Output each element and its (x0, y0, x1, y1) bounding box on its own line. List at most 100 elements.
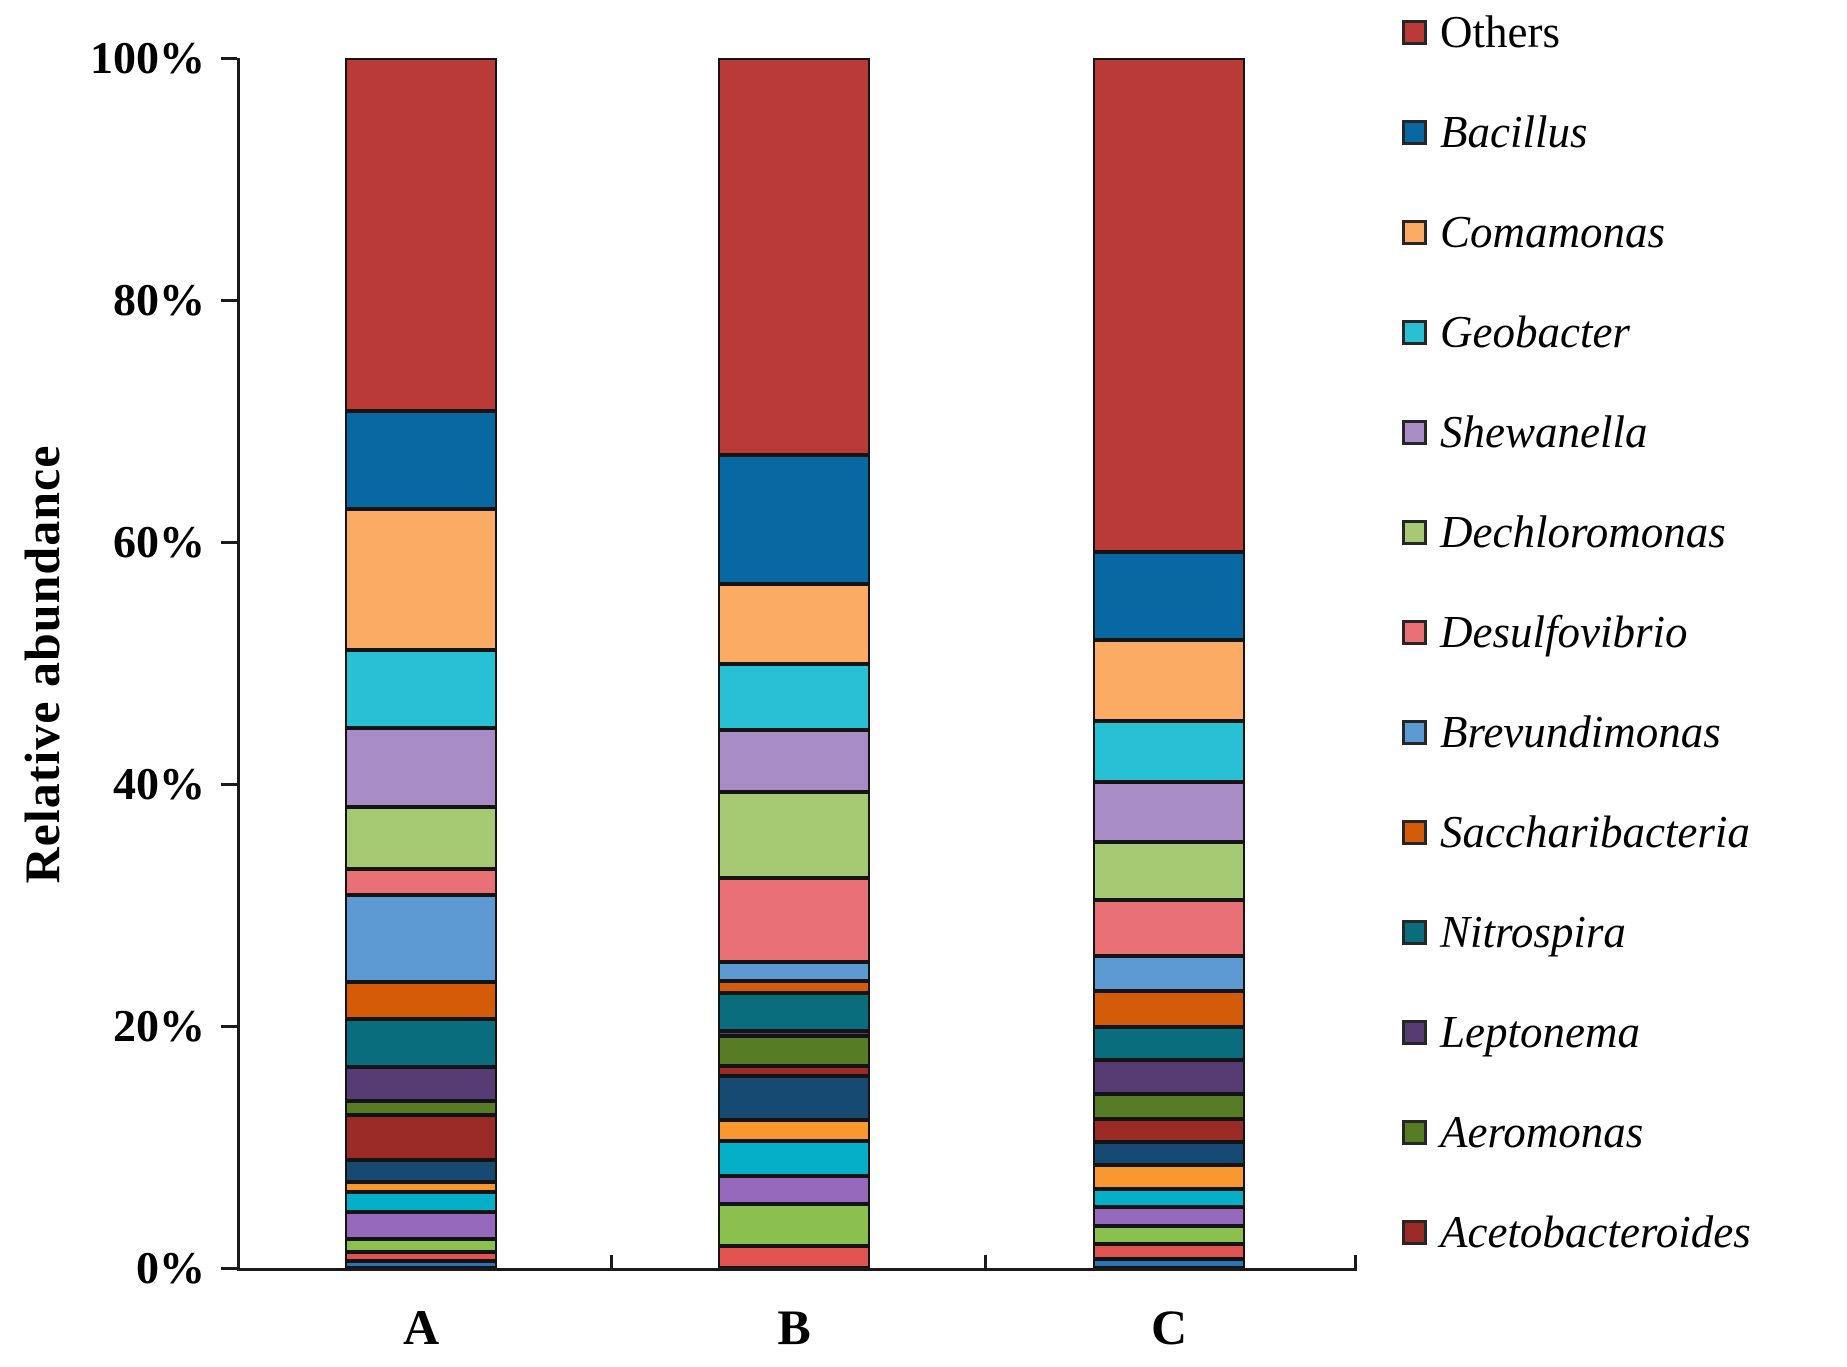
bar-segment-others (718, 58, 870, 455)
legend-item-shewanella: Shewanella (1402, 406, 1647, 458)
bar-segment-m-red (1093, 1243, 1245, 1260)
legend-label-comamonas: Comamonas (1440, 207, 1666, 257)
bar-segment-nitrospira (345, 1018, 497, 1068)
legend-item-bacillus: Bacillus (1402, 106, 1587, 158)
legend-label-geobacter: Geobacter (1440, 307, 1630, 357)
stacked-bar-a (345, 58, 497, 1268)
x-axis-category-label-a: A (402, 1299, 440, 1355)
bar-segment-m-blue (345, 1260, 497, 1268)
bar-segment-geobacter (718, 664, 870, 730)
bar-segment-bacillus (1093, 551, 1245, 640)
legend-label-brevundimonas: Brevundimonas (1440, 707, 1721, 757)
bar-segment-m-blue (1093, 1259, 1245, 1268)
legend-item-aeromonas: Aeromonas (1402, 1106, 1643, 1158)
legend-swatch-geobacter (1402, 319, 1427, 345)
bar-segment-m-green (1093, 1225, 1245, 1244)
y-axis-tick-label: 0% (136, 1242, 205, 1293)
legend-swatch-shewanella (1402, 419, 1427, 445)
legend-swatch-brevundimonas (1402, 719, 1427, 745)
legend-label-dechloromonas: Dechloromonas (1440, 507, 1726, 557)
bar-segment-m-orange (1093, 1165, 1245, 1190)
legend-swatch-desulfovibrio (1402, 619, 1427, 645)
bar-segment-m-purple (345, 1212, 497, 1239)
legend-label-others: Others (1440, 7, 1560, 57)
legend-item-desulfovibrio: Desulfovibrio (1402, 606, 1687, 658)
bar-segment-m-navy (718, 1075, 870, 1121)
bar-segment-m-green (718, 1203, 870, 1247)
bar-segment-comamonas (1093, 640, 1245, 722)
legend-label-leptonema: Leptonema (1440, 1007, 1640, 1057)
bar-segment-m-navy (1093, 1142, 1245, 1166)
legend-item-geobacter: Geobacter (1402, 306, 1630, 358)
bar-segment-saccharibacteria (1093, 990, 1245, 1028)
bar-segment-nitrospira (718, 993, 870, 1031)
bar-segment-desulfovibrio (1093, 900, 1245, 956)
legend-swatch-dechloromonas (1402, 519, 1427, 545)
legend-item-dechloromonas: Dechloromonas (1402, 506, 1726, 558)
bar-segment-bacillus (345, 411, 497, 510)
legend-label-bacillus: Bacillus (1440, 107, 1588, 157)
legend-swatch-bacillus (1402, 119, 1427, 145)
y-axis-tick (221, 299, 237, 302)
bar-segment-saccharibacteria (718, 981, 870, 994)
bar-segment-others (345, 58, 497, 412)
bar-segment-m-red (718, 1246, 870, 1268)
legend-swatch-nitrospira (1402, 919, 1427, 945)
legend-swatch-comamonas (1402, 219, 1427, 245)
y-axis-tick-label: 20% (113, 1000, 205, 1051)
legend-item-saccharibacteria: Saccharibacteria (1402, 806, 1750, 858)
legend-label-acetobacteroides: Acetobacteroides (1440, 1207, 1751, 1257)
y-axis-title: Relative abundance (14, 444, 70, 884)
legend-label-nitrospira: Nitrospira (1440, 907, 1626, 957)
bar-segment-dechloromonas (718, 792, 870, 879)
x-axis-line (237, 1268, 1357, 1271)
legend-item-comamonas: Comamonas (1402, 206, 1665, 258)
y-axis-tick (221, 783, 237, 786)
legend-swatch-aeromonas (1402, 1119, 1427, 1145)
bar-segment-shewanella (1093, 781, 1245, 843)
bar-segment-acetobacteroides (718, 1065, 870, 1076)
y-axis-tick-label: 100% (90, 32, 205, 83)
bar-segment-nitrospira (1093, 1027, 1245, 1060)
bar-segment-desulfovibrio (345, 868, 497, 896)
legend-item-others: Others (1402, 6, 1560, 58)
bar-segment-brevundimonas (718, 961, 870, 982)
bar-segment-desulfovibrio (718, 878, 870, 962)
bar-segment-m-purple (1093, 1207, 1245, 1226)
legend-label-saccharibacteria: Saccharibacteria (1440, 807, 1750, 857)
bar-segment-aeromonas (1093, 1093, 1245, 1120)
bar-segment-m-cyan (718, 1140, 870, 1176)
bar-segment-aeromonas (345, 1100, 497, 1116)
stacked-bar-c (1093, 58, 1245, 1268)
legend-swatch-others (1402, 19, 1427, 45)
x-axis-tick (984, 1255, 987, 1268)
bar-segment-brevundimonas (1093, 955, 1245, 991)
bar-segment-m-cyan (345, 1191, 497, 1213)
bar-segment-leptonema (345, 1067, 497, 1101)
legend-item-acetobacteroides: Acetobacteroides (1402, 1206, 1751, 1258)
plot-area (221, 57, 1357, 1272)
y-axis-tick (221, 1025, 237, 1028)
bar-segment-saccharibacteria (345, 982, 497, 1019)
bar-segment-shewanella (345, 728, 497, 807)
legend-label-shewanella: Shewanella (1440, 407, 1648, 457)
x-axis-category-label-b: B (777, 1299, 811, 1355)
bar-segment-geobacter (345, 649, 497, 729)
legend-swatch-saccharibacteria (1402, 819, 1427, 845)
bar-segment-m-green (345, 1238, 497, 1253)
legend: Others Bacillus Comamonas Geobacter Shewanel… (1402, 0, 1842, 1300)
bar-segment-acetobacteroides (345, 1115, 497, 1161)
legend-item-leptonema: Leptonema (1402, 1006, 1640, 1058)
y-axis-tick-label: 60% (113, 516, 205, 567)
y-axis-tick (221, 541, 237, 544)
y-axis-tick-label: 80% (113, 274, 205, 325)
legend-item-brevundimonas: Brevundimonas (1402, 706, 1721, 758)
bar-segment-brevundimonas (345, 895, 497, 983)
bar-segment-m-red (345, 1252, 497, 1261)
bar-segment-leptonema (718, 1030, 870, 1036)
x-axis-tick (610, 1255, 613, 1268)
legend-label-desulfovibrio: Desulfovibrio (1440, 607, 1688, 657)
bar-segment-bacillus (718, 454, 870, 585)
x-axis-category-label-c: C (1150, 1299, 1188, 1355)
